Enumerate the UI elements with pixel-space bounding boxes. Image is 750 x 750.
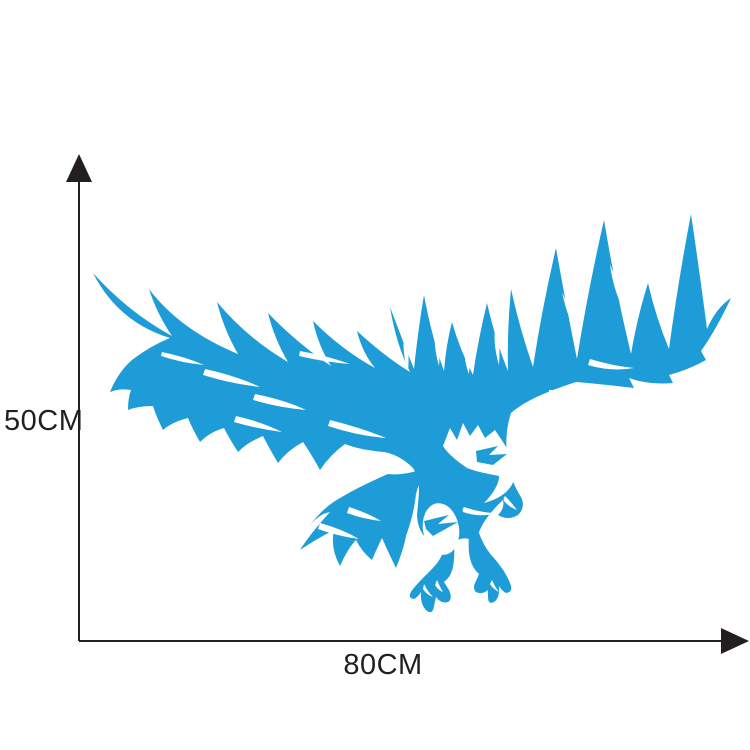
width-label: 80CM: [343, 649, 423, 681]
wing-slit: [588, 359, 634, 370]
wing-slit: [328, 420, 386, 438]
eagle-face-shape: [443, 423, 516, 503]
wing-slit: [299, 351, 350, 364]
dimension-axes: [78, 180, 724, 642]
up-arrow-icon: [66, 154, 92, 182]
wing-slit: [562, 292, 579, 339]
tail-slit: [318, 523, 359, 539]
tail-slit: [347, 507, 381, 521]
eagle-left-talon-shape: [409, 512, 455, 613]
toe-slit: [435, 580, 443, 592]
height-label: 50CM: [4, 405, 84, 437]
wing-slit: [654, 301, 669, 335]
eagle-blue-accents: [424, 446, 507, 536]
eagle-belly-slash: [424, 515, 458, 536]
eagle-blue-silhouette: [93, 214, 731, 613]
eagle-right-talon-shape: [468, 515, 512, 603]
dimension-arrowheads: [66, 154, 749, 654]
eagle-wings-body-shape: [93, 214, 731, 543]
eagle-neck-notch: [503, 496, 517, 510]
eagle-eye-mark: [476, 446, 507, 465]
flame-slit: [403, 330, 409, 371]
wing-slit: [549, 387, 608, 396]
wing-slit: [161, 352, 204, 365]
flame-slit: [464, 341, 470, 374]
wing-slit: [234, 416, 282, 432]
wing-slit: [203, 369, 260, 387]
wing-slit: [253, 394, 306, 410]
wing-slit: [610, 264, 627, 317]
eagle-jaw-slash: [462, 507, 498, 516]
toe-slit: [490, 580, 499, 592]
toe-slit: [423, 584, 433, 597]
flame-slit: [494, 322, 500, 365]
flame-slit: [434, 320, 440, 366]
right-arrow-icon: [721, 628, 749, 654]
